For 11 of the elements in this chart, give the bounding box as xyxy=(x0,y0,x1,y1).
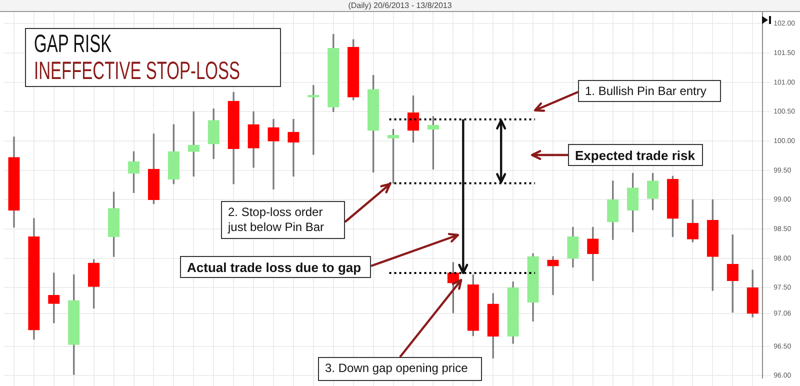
text: INEFFECTIVE STOP-LOSS xyxy=(34,57,240,85)
text: (Daily) 20/6/2013 - 13/8/2013 xyxy=(0,0,800,12)
candlestick xyxy=(288,119,300,177)
annotation: Actual trade loss due to gap xyxy=(180,256,371,278)
annotation: Expected trade risk xyxy=(568,144,703,166)
ref-line-label: 3. Down gap opening price xyxy=(318,357,482,381)
ref-line-label: 1. Bullish Pin Bar entry xyxy=(578,80,721,102)
candlestick xyxy=(268,119,280,190)
candlestick xyxy=(547,256,559,296)
text: GAP RISK xyxy=(34,30,112,58)
annotation: 2. Stop-loss order just below Pin Bar xyxy=(221,201,345,239)
